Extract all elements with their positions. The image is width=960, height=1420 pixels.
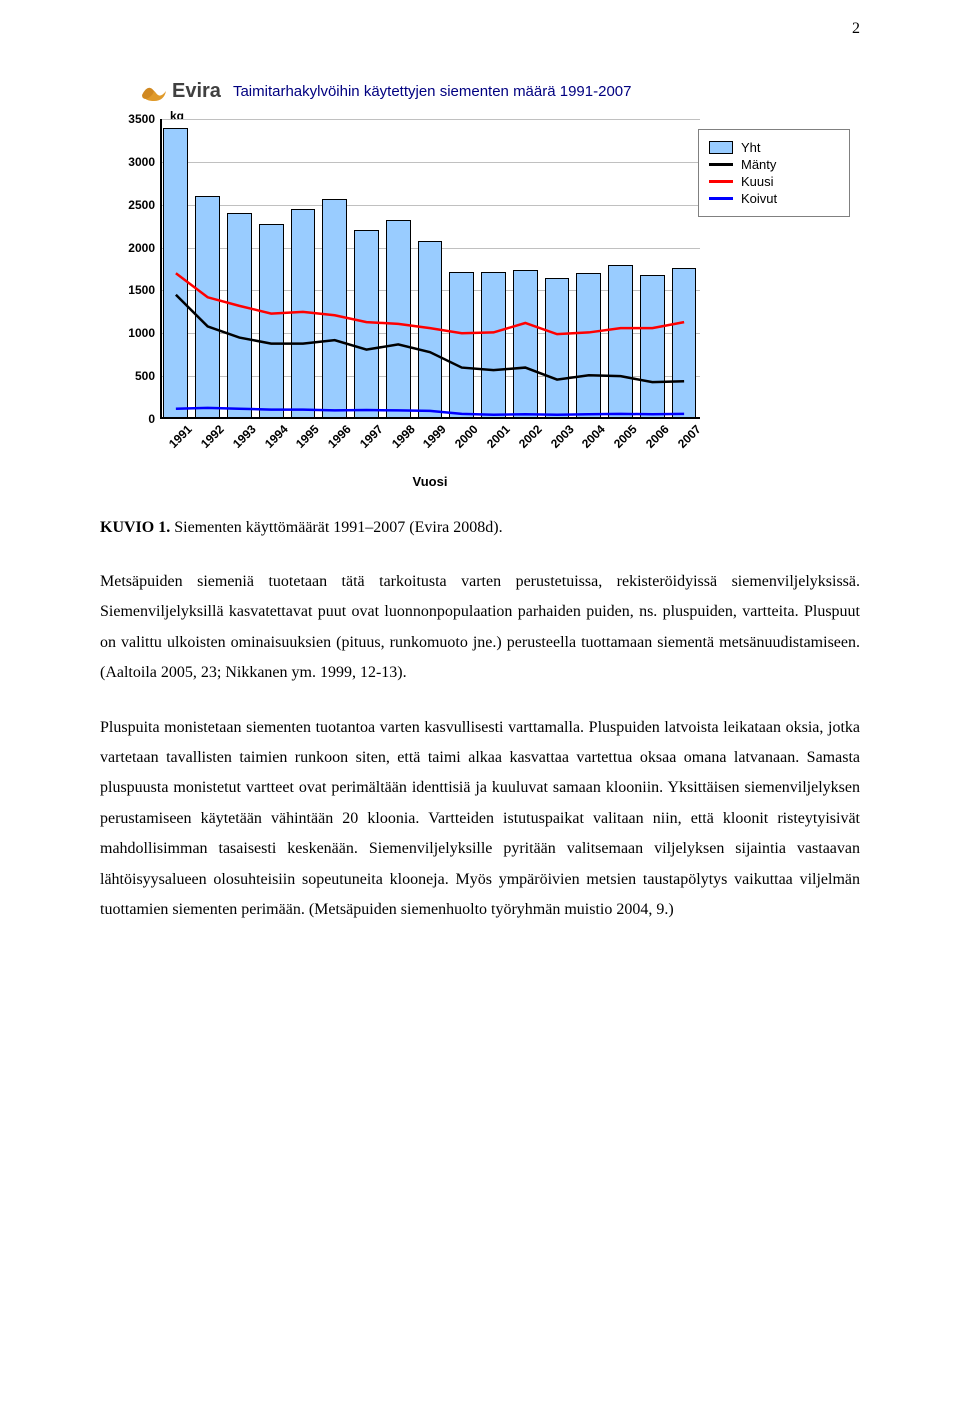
x-tick: 2003 — [548, 422, 577, 451]
page-number: 2 — [852, 20, 860, 38]
x-tick: 1994 — [262, 422, 291, 451]
caption-text: Siementen käyttömäärät 1991–2007 (Evira … — [170, 519, 502, 536]
legend-label: Kuusi — [741, 174, 774, 189]
legend-row: Yht — [709, 140, 839, 155]
x-tick: 1995 — [293, 422, 322, 451]
legend-label: Koivut — [741, 191, 777, 206]
legend-row: Mänty — [709, 157, 839, 172]
y-axis-line — [160, 119, 162, 419]
x-tick: 2000 — [452, 422, 481, 451]
y-tick: 3500 — [110, 112, 155, 126]
chart-area: kg 0500100015002000250030003500 19911992… — [100, 109, 860, 489]
legend-line-icon — [709, 180, 733, 183]
x-tick: 2001 — [484, 422, 513, 451]
chart-header: Evira Taimitarhakylvöihin käytettyjen si… — [140, 80, 860, 103]
x-axis-label: Vuosi — [100, 474, 760, 489]
x-tick: 2007 — [675, 422, 704, 451]
y-tick: 1500 — [110, 283, 155, 297]
legend-label: Yht — [741, 140, 761, 155]
chart-title: Taimitarhakylvöihin käytettyjen siemente… — [233, 83, 632, 100]
evira-logo: Evira — [140, 80, 221, 103]
evira-logo-text: Evira — [172, 80, 221, 103]
legend-swatch-icon — [709, 141, 733, 154]
x-tick: 1997 — [357, 422, 386, 451]
y-tick: 1000 — [110, 326, 155, 340]
legend: Yht Mänty Kuusi Koivut — [698, 129, 850, 217]
figure-caption: KUVIO 1. Siementen käyttömäärät 1991–200… — [100, 519, 860, 537]
y-tick: 0 — [110, 412, 155, 426]
y-tick: 500 — [110, 369, 155, 383]
paragraph-1: Metsäpuiden siemeniä tuotetaan tätä tark… — [100, 567, 860, 689]
legend-row: Kuusi — [709, 174, 839, 189]
caption-prefix: KUVIO 1. — [100, 519, 170, 536]
paragraph-2: Pluspuita monistetaan siementen tuotanto… — [100, 713, 860, 926]
evira-logo-icon — [140, 81, 168, 103]
x-tick: 2006 — [643, 422, 672, 451]
plot-region — [160, 119, 700, 419]
x-tick: 1998 — [389, 422, 418, 451]
x-tick: 1996 — [325, 422, 354, 451]
series-line-koivut — [176, 408, 684, 415]
legend-row: Koivut — [709, 191, 839, 206]
y-tick: 3000 — [110, 155, 155, 169]
x-tick: 1999 — [420, 422, 449, 451]
chart-container: Evira Taimitarhakylvöihin käytettyjen si… — [100, 80, 860, 489]
page: 2 Evira Taimitarhakylvöihin käytettyjen … — [0, 0, 960, 1009]
legend-line-icon — [709, 163, 733, 166]
line-layer — [160, 119, 700, 419]
x-axis-line — [160, 417, 700, 419]
x-tick: 1993 — [230, 422, 259, 451]
x-tick: 2002 — [516, 422, 545, 451]
x-tick: 1991 — [166, 422, 195, 451]
x-tick: 2005 — [611, 422, 640, 451]
x-tick: 1992 — [198, 422, 227, 451]
y-tick: 2500 — [110, 198, 155, 212]
legend-label: Mänty — [741, 157, 776, 172]
y-tick: 2000 — [110, 241, 155, 255]
legend-line-icon — [709, 197, 733, 200]
x-tick: 2004 — [579, 422, 608, 451]
series-line-kuusi — [176, 273, 684, 334]
